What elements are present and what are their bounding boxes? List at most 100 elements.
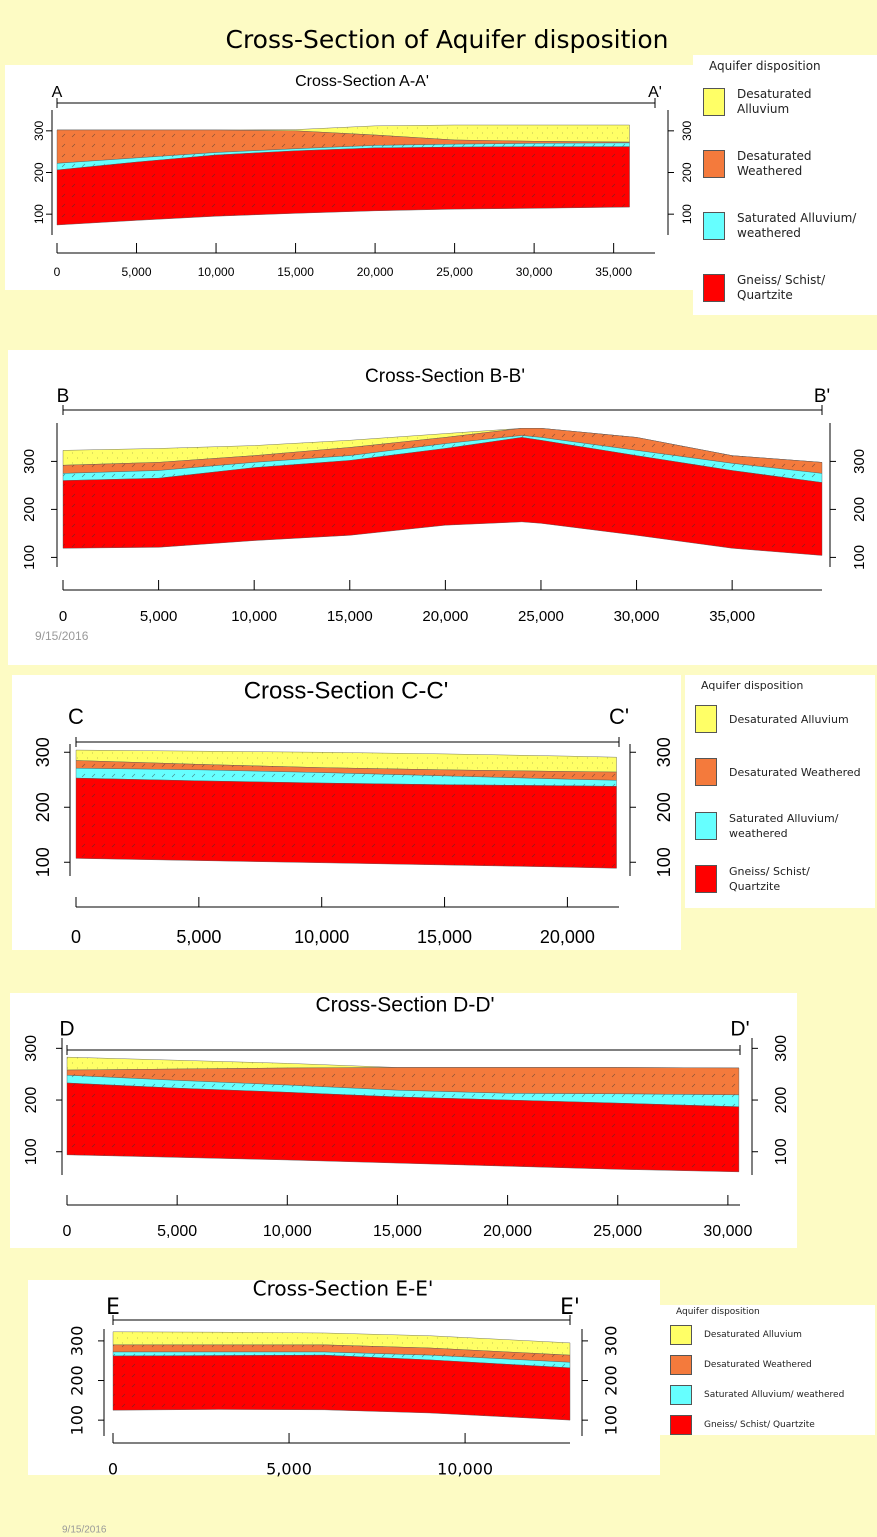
legend-title: Aquifer disposition — [701, 679, 804, 692]
legend-item: Desaturated Weathered — [695, 758, 864, 786]
y-tick-label: 300 — [654, 737, 674, 767]
legend-swatch — [670, 1385, 692, 1405]
x-tick-label: 30,000 — [703, 1223, 752, 1240]
legend-item: Saturated Alluvium/ weathered — [703, 211, 866, 241]
x-tick-label: 0 — [54, 265, 61, 279]
layer — [56, 146, 630, 226]
x-tick-label: 20,000 — [483, 1223, 532, 1240]
y-tick-label: 100 — [680, 204, 694, 224]
chart: Cross-Section D-D' 100 100 200 200 300 300 D D' 0… — [23, 994, 790, 1241]
legend-item: Gneiss/ Schist/ Quartzite — [670, 1415, 864, 1435]
x-tick-label: 5,000 — [157, 1223, 197, 1240]
chart-title: Cross-Section D-D' — [315, 994, 494, 1017]
legend-label: Desaturated Alluvium — [729, 712, 849, 726]
legend-label: Desaturated Weathered — [704, 1359, 812, 1370]
x-tick-label: 30,000 — [516, 265, 553, 279]
legend: Aquifer disposition Desaturated Alluvium D… — [685, 675, 875, 908]
legend-item: Saturated Alluvium/ weathered — [670, 1385, 864, 1405]
x-tick-label: 10,000 — [198, 265, 235, 279]
y-tick-label: 100 — [33, 847, 53, 877]
y-tick-label: 100 — [68, 1405, 87, 1436]
chart-title: Cross-Section B-B' — [365, 366, 525, 387]
section-end-label: D — [59, 1018, 74, 1041]
layer — [75, 777, 617, 869]
x-tick-label: 30,000 — [614, 608, 660, 625]
x-tick-label: 10,000 — [231, 608, 277, 625]
y-tick-label: 300 — [773, 1035, 790, 1062]
section-end-label: A' — [648, 84, 662, 101]
chart: Cross-Section A-A' 100 100 200 200 300 300 A A' 0… — [32, 73, 694, 279]
legend-label: Saturated Alluvium/ weathered — [737, 211, 857, 240]
x-tick-label: 15,000 — [417, 927, 472, 947]
page-title: Cross-Section of Aquifer disposition — [225, 25, 668, 54]
y-tick-label: 200 — [23, 1087, 40, 1114]
x-tick-label: 0 — [63, 1223, 72, 1240]
legend-label: Desaturated Alluvium — [704, 1329, 802, 1340]
y-tick-label: 200 — [851, 497, 868, 522]
legend-label: Saturated Alluvium/ weathered — [704, 1389, 845, 1400]
x-tick-label: 10,000 — [294, 927, 349, 947]
y-tick-label: 300 — [33, 737, 53, 767]
chart-title: Cross-Section A-A' — [295, 73, 429, 90]
section-end-label: E — [106, 1295, 120, 1320]
x-tick-label: 5,000 — [176, 927, 221, 947]
x-tick-label: 5,000 — [122, 265, 152, 279]
legend-label: Saturated Alluvium/ weathered — [729, 812, 839, 840]
legend-title: Aquifer disposition — [709, 59, 821, 73]
legend-label: Desaturated Weathered — [737, 149, 812, 178]
legend-item: Desaturated Alluvium — [703, 87, 866, 117]
x-tick-label: 0 — [108, 1460, 118, 1479]
y-tick-label: 100 — [773, 1138, 790, 1165]
x-tick-label: 15,000 — [277, 265, 314, 279]
legend-swatch — [695, 865, 717, 893]
x-tick-label: 15,000 — [327, 608, 373, 625]
legend-item: Saturated Alluvium/ weathered — [695, 811, 864, 841]
y-tick-label: 200 — [32, 162, 46, 182]
x-tick-label: 10,000 — [263, 1223, 312, 1240]
chart: Cross-Section C-C' 100 100 200 200 300 300 C C' 0… — [33, 677, 674, 946]
x-tick-label: 15,000 — [373, 1223, 422, 1240]
legend-swatch — [670, 1325, 692, 1345]
legend-label: Gneiss/ Schist/ Quartzite — [737, 273, 826, 302]
legend-item: Gneiss/ Schist/ Quartzite — [695, 864, 864, 894]
x-tick-label: 5,000 — [140, 608, 178, 625]
section-end-label: C' — [609, 704, 629, 729]
y-tick-label: 300 — [32, 121, 46, 141]
legend: Aquifer disposition Desaturated Alluvium D… — [693, 55, 877, 315]
legend: Aquifer disposition Desaturated Alluvium D… — [660, 1305, 875, 1435]
x-tick-label: 5,000 — [266, 1460, 312, 1479]
y-tick-label: 100 — [602, 1405, 621, 1436]
legend-swatch — [670, 1355, 692, 1375]
y-tick-label: 300 — [680, 121, 694, 141]
y-tick-label: 200 — [773, 1087, 790, 1114]
legend-title: Aquifer disposition — [676, 1307, 760, 1317]
chart: Cross-Section E-E' 100 100 200 200 300 300 E E' 0… — [68, 1277, 621, 1479]
legend-label: Gneiss/ Schist/ Quartzite — [729, 865, 810, 893]
x-tick-label: 0 — [59, 608, 67, 625]
layer — [66, 1082, 740, 1173]
date: 9/15/2016 — [35, 629, 89, 643]
y-tick-label: 200 — [33, 792, 53, 822]
section-end-label: A — [52, 84, 63, 101]
y-tick-label: 100 — [32, 204, 46, 224]
x-tick-label: 25,000 — [593, 1223, 642, 1240]
x-tick-label: 35,000 — [595, 265, 632, 279]
legend-label: Desaturated Weathered — [729, 765, 861, 779]
chart: Cross-Section B-B' 100 100 200 200 300 300 B B' 0… — [21, 366, 868, 625]
y-tick-label: 100 — [23, 1138, 40, 1165]
section-end-label: B — [57, 386, 70, 407]
section-end-label: D' — [730, 1018, 749, 1041]
x-tick-label: 0 — [71, 927, 81, 947]
legend-item: Desaturated Alluvium — [670, 1325, 864, 1345]
section-end-label: E' — [560, 1295, 580, 1320]
x-tick-label: 20,000 — [422, 608, 468, 625]
legend-swatch — [695, 812, 717, 840]
legend-label: Gneiss/ Schist/ Quartzite — [704, 1419, 815, 1430]
legend-item: Desaturated Weathered — [703, 149, 866, 179]
x-tick-label: 10,000 — [437, 1460, 493, 1479]
legend-label: Desaturated Alluvium — [737, 87, 812, 116]
date: 9/15/2016 — [62, 1525, 107, 1536]
y-tick-label: 200 — [680, 162, 694, 182]
